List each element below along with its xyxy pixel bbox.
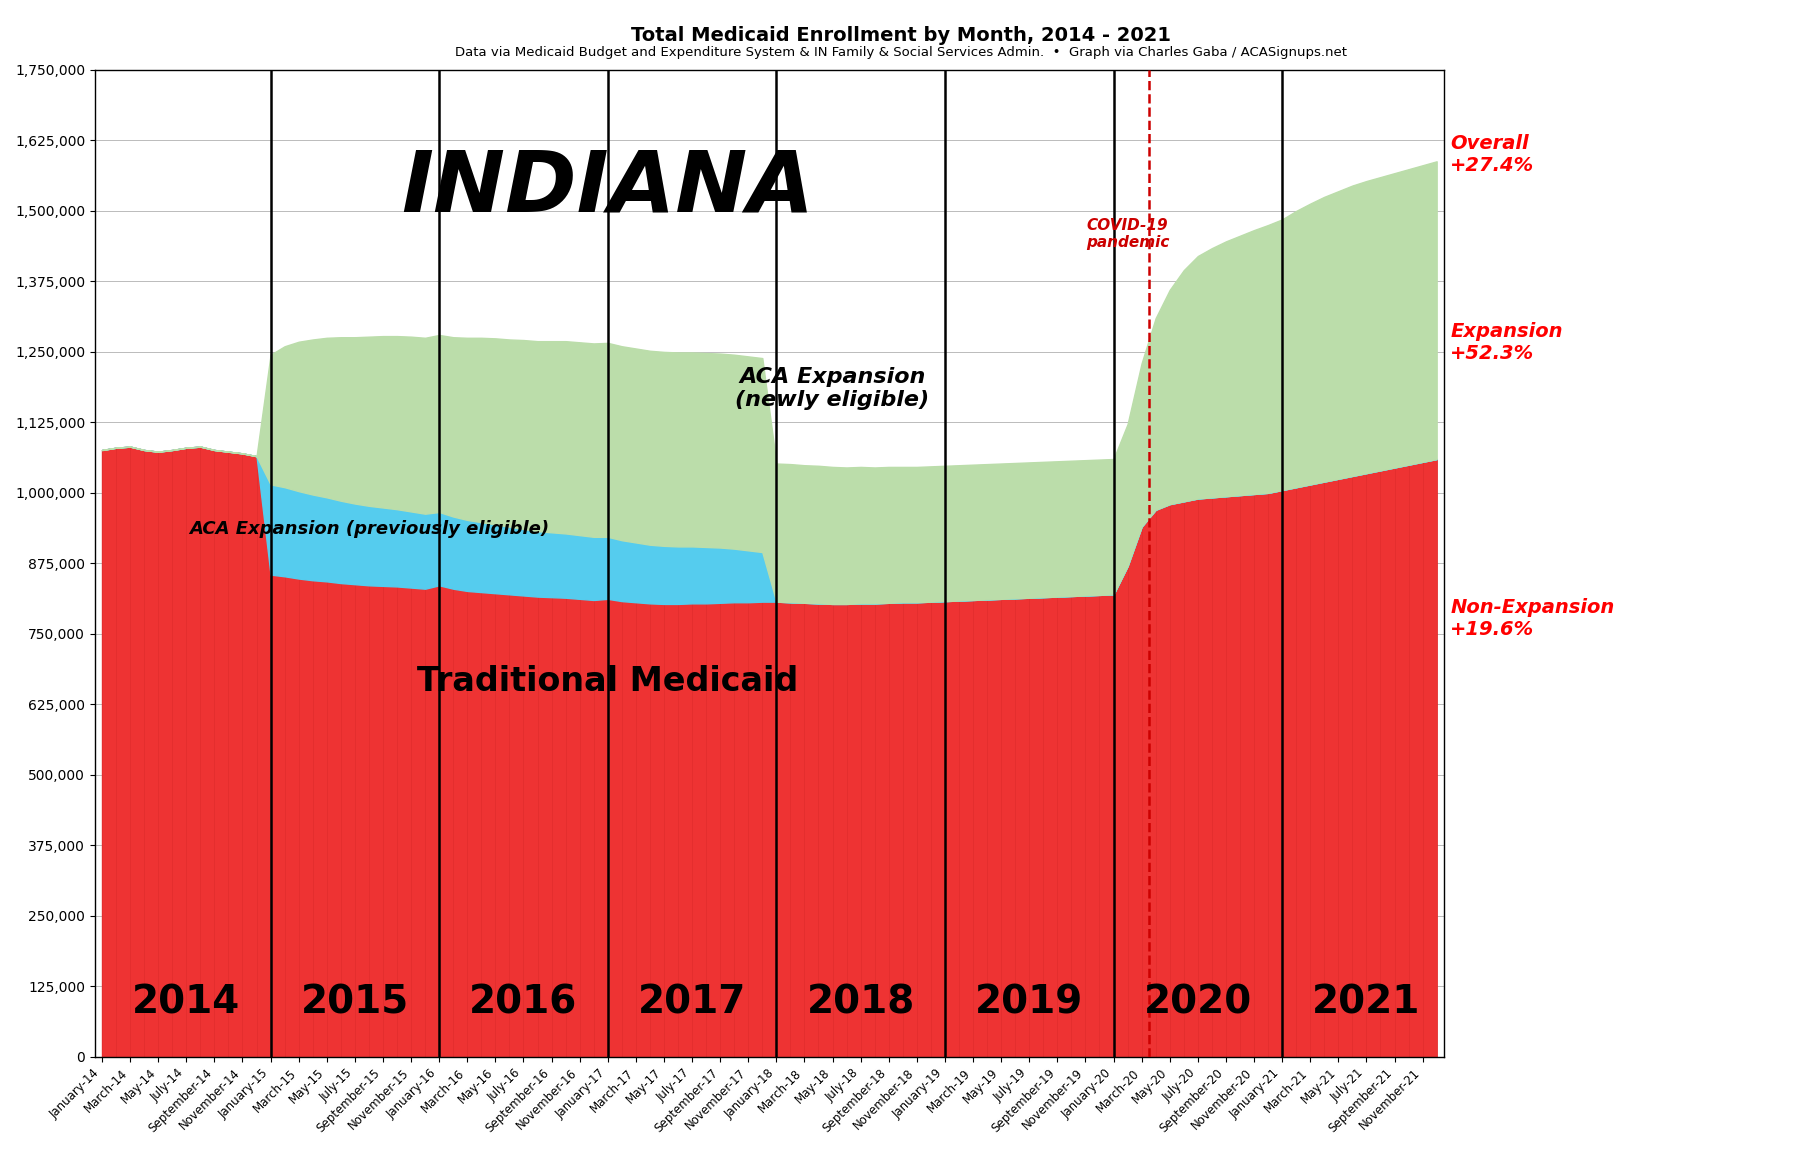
- Text: INDIANA: INDIANA: [402, 147, 814, 230]
- Text: 2015: 2015: [301, 983, 409, 1021]
- Text: 2021: 2021: [1313, 983, 1421, 1021]
- Text: Expansion
+52.3%: Expansion +52.3%: [1450, 322, 1563, 362]
- Text: Data via Medicaid Budget and Expenditure System & IN Family & Social Services Ad: Data via Medicaid Budget and Expenditure…: [454, 46, 1347, 59]
- Text: Total Medicaid Enrollment by Month, 2014 - 2021: Total Medicaid Enrollment by Month, 2014…: [630, 26, 1171, 46]
- Text: ACA Expansion (previously eligible): ACA Expansion (previously eligible): [189, 521, 549, 538]
- Text: 2020: 2020: [1144, 983, 1252, 1021]
- Text: 2019: 2019: [974, 983, 1084, 1021]
- Text: 2016: 2016: [470, 983, 578, 1021]
- Text: Overall
+27.4%: Overall +27.4%: [1450, 135, 1534, 175]
- Text: 2018: 2018: [807, 983, 915, 1021]
- Text: COVID-19
pandemic: COVID-19 pandemic: [1086, 218, 1169, 251]
- Text: Traditional Medicaid: Traditional Medicaid: [416, 665, 798, 698]
- Text: Non-Expansion
+19.6%: Non-Expansion +19.6%: [1450, 598, 1615, 639]
- Text: 2014: 2014: [131, 983, 240, 1021]
- Text: ACA Expansion
(newly eligible): ACA Expansion (newly eligible): [735, 367, 929, 411]
- Text: 2017: 2017: [638, 983, 746, 1021]
